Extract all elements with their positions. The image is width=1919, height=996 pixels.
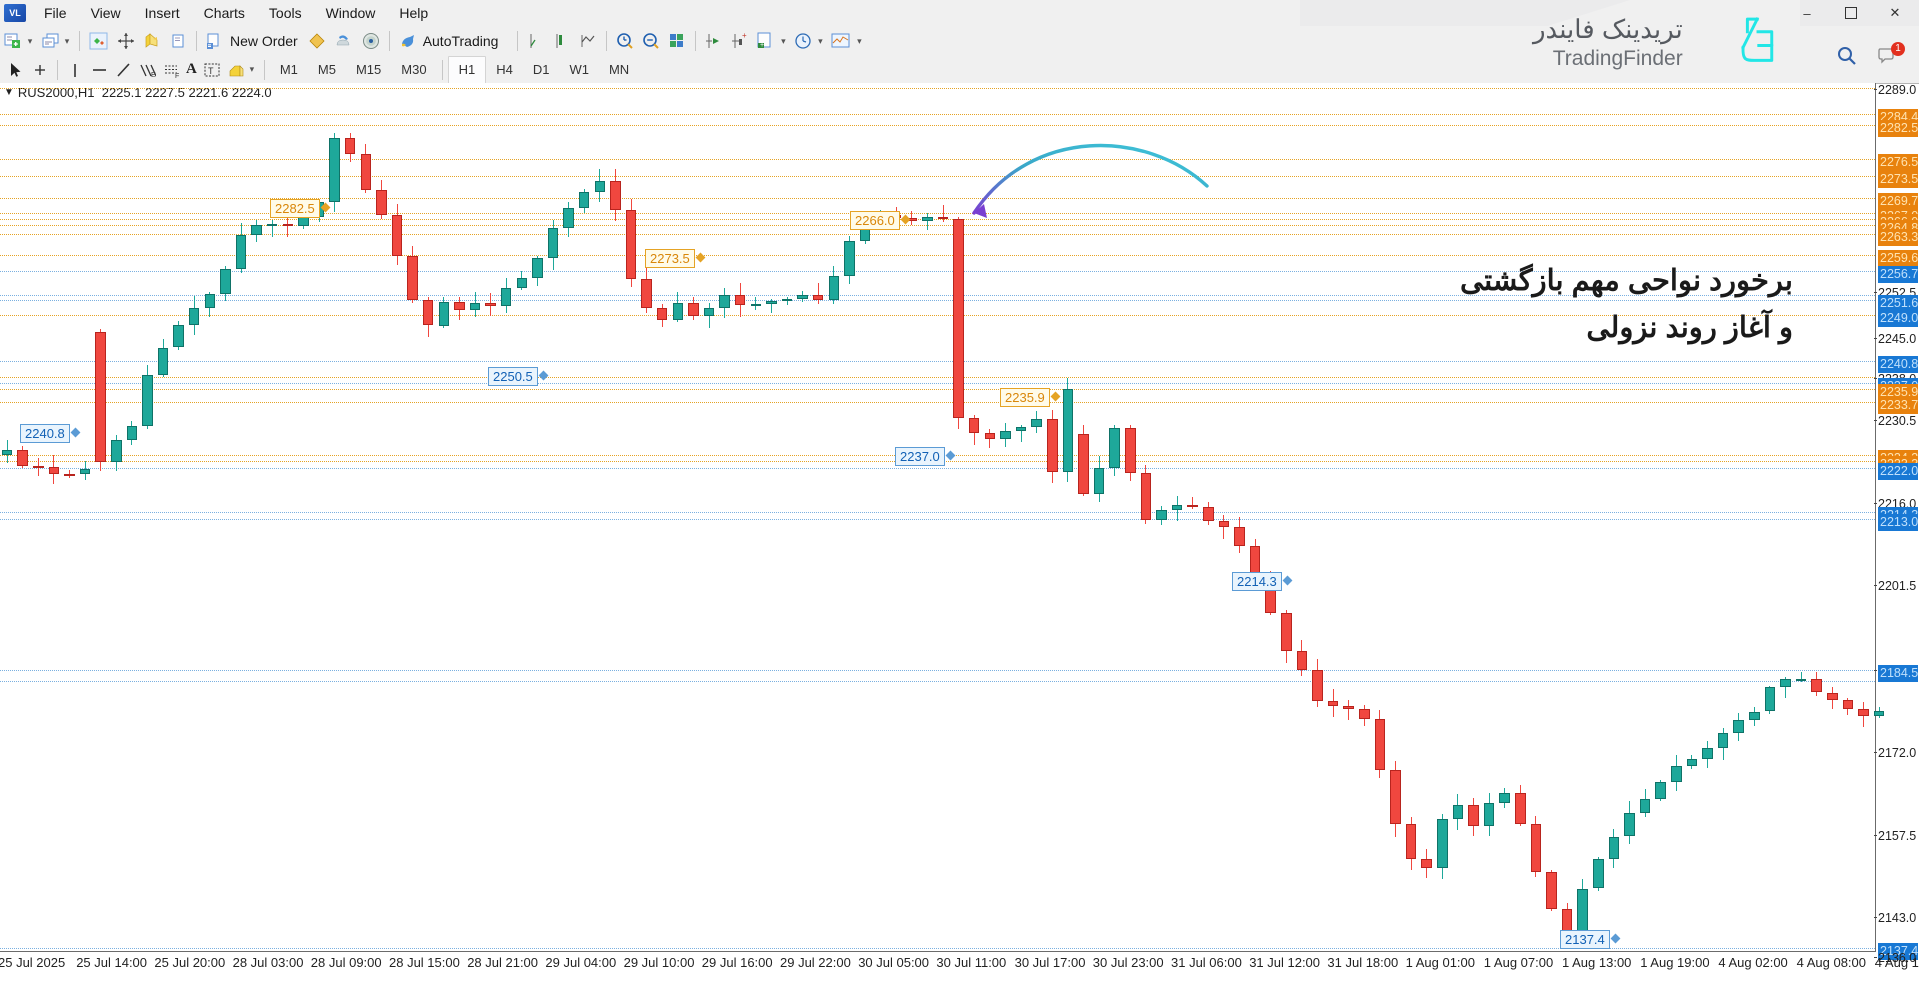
svg-text:F: F	[175, 73, 179, 79]
svg-text:+: +	[760, 42, 764, 49]
svg-text:T: T	[208, 66, 214, 76]
svg-text:E: E	[151, 72, 156, 79]
svg-text:+: +	[742, 31, 747, 40]
